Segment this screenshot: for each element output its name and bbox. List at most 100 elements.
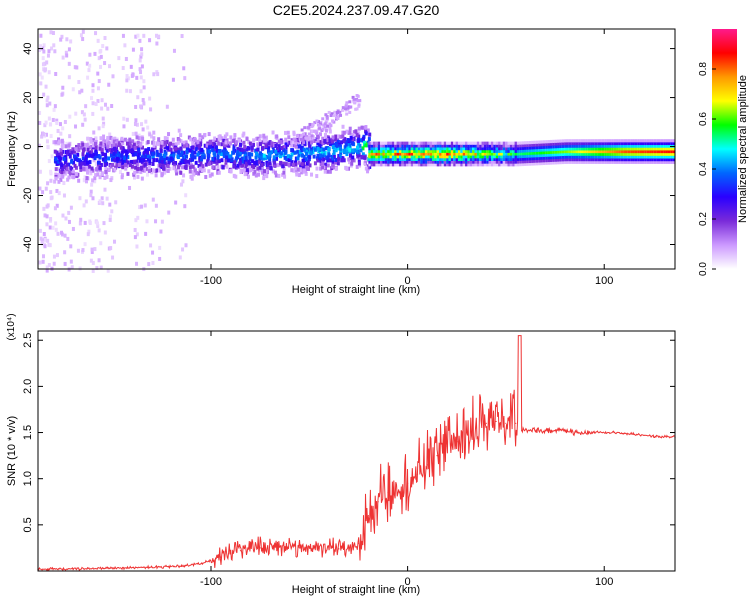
heatmap-cell [394,149,397,153]
heatmap-cell [498,152,501,156]
heatmap-cell [308,155,312,160]
heatmap-cell [561,144,565,148]
heatmap-cell [336,109,340,113]
heatmap-cell [469,163,473,167]
heatmap-cell [540,148,543,152]
heatmap-cell [656,152,659,156]
heatmap-cell [335,114,339,118]
heatmap-cell [441,163,444,167]
heatmap-cell [554,142,558,146]
snr-point [298,547,301,549]
heatmap-cell [524,162,527,166]
heatmap-cell [166,146,170,151]
heatmap-cell [509,144,513,148]
heatmap-cell [512,163,515,167]
heatmap-cell [467,160,470,164]
heatmap-cell [211,156,215,161]
heatmap-cell [115,156,119,161]
heatmap-cell [159,148,163,153]
heatmap-cell [42,232,46,237]
heatmap-cell [460,157,463,161]
heatmap-cell [448,144,451,148]
heatmap-cell [155,70,159,75]
snr-point [426,464,428,466]
heatmap-cell [670,147,673,151]
heatmap-cell [78,90,82,95]
heatmap-cell [528,151,532,155]
heatmap-cell [446,155,449,159]
heatmap-cell [502,160,506,164]
heatmap-cell [597,158,600,162]
heatmap-cell [526,159,529,164]
heatmap-cell [136,155,140,160]
heatmap-cell [564,141,567,146]
heatmap-cell [44,67,48,72]
heatmap-cell [65,169,69,174]
heatmap-cell [345,129,349,134]
heatmap-cell [174,168,178,173]
heatmap-cell [78,221,82,226]
heatmap-cell [350,161,354,166]
heatmap-cell [646,158,650,162]
heatmap-cell [100,98,104,103]
heatmap-cell [446,157,449,161]
heatmap-cell [56,159,60,164]
snr-x-axis-label: Height of straight line (km) [292,584,420,596]
heatmap-cell [98,165,102,170]
heatmap-cell [597,152,600,156]
heatmap-cell [384,141,388,145]
heatmap-cell [306,159,310,164]
heatmap-cell [292,130,296,135]
heatmap-cell [611,149,614,154]
heatmap-cell [486,147,489,151]
heatmap-cell [111,143,115,148]
heatmap-cell [413,144,416,148]
heatmap-cell [448,157,451,161]
heatmap-cell [54,227,58,232]
heatmap-cell [564,149,567,154]
heatmap-cell [611,155,614,159]
heatmap-cell [185,142,189,147]
heatmap-x-ticks: -100 0 100 [200,29,613,287]
heatmap-cell [410,163,414,167]
heatmap-cell [271,169,275,174]
heatmap-cell [42,49,46,54]
heatmap-cell [460,144,463,148]
heatmap-cell [45,98,49,103]
heatmap-cell [316,158,320,163]
heatmap-cell [198,133,202,138]
heatmap-cell [38,228,42,233]
heatmap-cell [627,139,631,143]
heatmap-cell [315,131,319,135]
y-tick-label: -20 [22,188,34,204]
heatmap-cell [472,152,475,156]
heatmap-cell [142,33,146,38]
heatmap-cell [479,157,482,161]
heatmap-cell [244,164,248,169]
snr-point [446,445,448,447]
heatmap-cell [109,164,113,169]
heatmap-cell [391,160,395,164]
heatmap-cell [502,155,506,159]
heatmap-cell [179,146,183,151]
heatmap-cell [67,152,71,157]
heatmap-cell [59,177,63,182]
heatmap-cell [141,168,145,173]
heatmap-cell [348,147,352,152]
heatmap-cell [406,160,409,164]
heatmap-cell [380,147,383,151]
heatmap-cell [148,132,152,137]
heatmap-cell [140,139,144,144]
heatmap-cell [592,152,595,156]
heatmap-cell [128,89,132,94]
heatmap-cell [526,162,529,166]
heatmap-cell [220,152,224,157]
heatmap-cell [509,152,513,156]
heatmap-cell [357,161,361,166]
heatmap-cell [644,147,647,151]
heatmap-cell [582,149,586,154]
heatmap-cell [644,155,647,159]
heatmap-cell [524,141,527,145]
heatmap-cell [242,140,246,145]
heatmap-cell [415,157,418,161]
